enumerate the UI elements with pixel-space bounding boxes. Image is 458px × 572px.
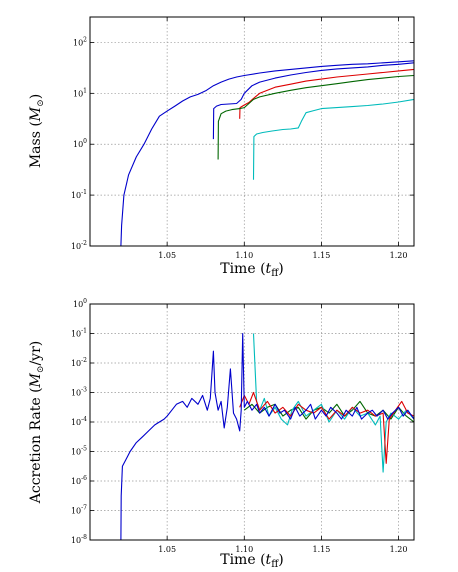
accretion-y-tick-label: 10-3 [71,387,87,398]
mass-series-group [120,60,415,247]
accretion-x-tick-label: 1.10 [235,545,253,554]
accretion-panel: 1.05 1.10 1.15 1.20 10-8 10-7 10-6 10-5 10-4 10-3… [28,298,415,570]
mass-y-axis-label: Mass (M⊙) [28,94,46,168]
accretion-grid [90,303,414,541]
accretion-series-line-1 [252,333,415,473]
mass-grid [90,17,414,247]
accretion-y-tick-label: 10-2 [71,357,87,368]
accretion-y-tick-label: 10-5 [71,446,87,457]
accretion-y-tick-label: 10-6 [71,475,87,486]
mass-series-line-2 [239,68,415,119]
mass-x-axis-label: Time (tff) [220,261,284,279]
mass-y-tick-label: 10-2 [71,240,87,251]
mass-series-line-1 [212,62,415,140]
mass-series-line-0 [120,60,415,247]
mass-x-tick-label: 1.15 [313,251,331,260]
accretion-y-tick-label: 10-4 [71,416,87,427]
accretion-ticks: 1.05 1.10 1.15 1.20 10-8 10-7 10-6 10-5 10-4 10-3… [71,298,414,554]
accretion-series-line-2 [239,391,415,464]
mass-series-line-3 [217,74,415,160]
accretion-y-tick-label: 100 [73,298,87,309]
mass-x-tick-label: 1.05 [158,251,176,260]
accretion-y-axis-label: Accretion Rate (M⊙/yr) [28,341,46,505]
mass-y-tick-label: 101 [73,87,87,98]
mass-y-tick-label: 100 [73,138,87,149]
accretion-y-tick-label: 10-7 [71,505,87,516]
mass-series-line-4 [252,98,415,180]
mass-y-tick-label: 102 [73,36,87,47]
accretion-x-tick-label: 1.15 [313,545,331,554]
accretion-series-line-0 [243,400,415,423]
mass-x-tick-label: 1.20 [390,251,408,260]
mass-axes-frame [89,16,415,247]
accretion-y-tick-label: 10-8 [71,534,87,545]
accretion-y-tick-label: 10-1 [71,328,87,339]
mass-panel: 1.05 1.10 1.15 1.20 10-2 10-1 100 101 102 Time (… [28,16,415,279]
mass-y-tick-label: 10-1 [71,189,87,200]
mass-ticks: 1.05 1.10 1.15 1.20 10-2 10-1 100 101 102 [71,17,414,260]
accretion-x-tick-label: 1.20 [390,545,408,554]
mass-x-tick-label: 1.10 [235,251,253,260]
accretion-x-tick-label: 1.05 [158,545,176,554]
accretion-series-line-3 [120,332,415,541]
accretion-series-group [120,332,415,541]
accretion-x-axis-label: Time (tff) [220,552,284,570]
